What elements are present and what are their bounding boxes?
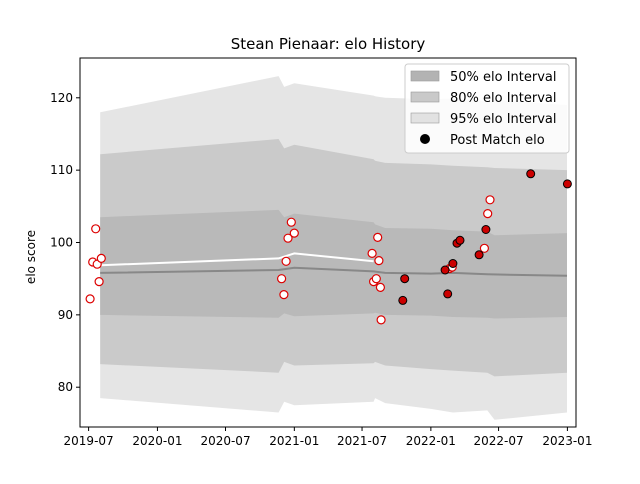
legend-swatch-1	[410, 91, 440, 103]
open-marker-8	[281, 256, 291, 266]
open-marker-4	[94, 277, 104, 287]
open-marker-2	[91, 224, 101, 234]
post-match-marker-6	[455, 235, 465, 245]
y-tick-label-1: 90	[58, 308, 73, 322]
legend-label-3: Post Match elo	[450, 133, 545, 148]
post-match-marker-4	[448, 259, 458, 268]
open-marker-22	[483, 209, 493, 219]
y-tick-label-4: 120	[50, 91, 73, 105]
open-marker-5	[96, 253, 106, 263]
open-marker-12	[367, 248, 377, 258]
legend-label-2: 95% elo Interval	[450, 112, 557, 127]
legend: 50% elo Interval 80% elo Interval 95% elo …	[404, 63, 570, 154]
open-marker-17	[375, 282, 385, 292]
post-match-marker-8	[481, 225, 491, 234]
x-tick-label-7: 2023-01	[542, 434, 592, 448]
y-axis-label: elo score	[24, 230, 38, 284]
post-match-marker-3	[443, 289, 453, 299]
plot-area	[85, 76, 572, 420]
elo-line-1	[88, 252, 374, 267]
x-tick-label-2: 2020-07	[200, 434, 250, 448]
post-match-marker-9	[526, 169, 536, 179]
post-match-marker-2	[440, 265, 450, 275]
post-match-marker-0	[398, 295, 408, 305]
open-marker-15	[373, 232, 383, 242]
x-tick-label-3: 2021-01	[269, 434, 319, 448]
open-marker-9	[283, 233, 293, 243]
open-marker-6	[277, 274, 287, 284]
open-marker-10	[286, 217, 296, 227]
open-marker-11	[289, 228, 299, 238]
open-marker-0	[85, 294, 95, 304]
post-match-marker-7	[474, 250, 484, 260]
post-match-marker-10	[562, 179, 572, 189]
x-tick-label-6: 2022-07	[473, 434, 523, 448]
legend-marker-3	[420, 134, 430, 144]
y-tick-label-2: 100	[50, 236, 73, 250]
x-tick-label-1: 2020-01	[132, 434, 182, 448]
open-marker-21	[479, 243, 489, 253]
open-marker-23	[485, 195, 495, 205]
legend-label-0: 50% elo Interval	[450, 70, 557, 85]
x-tick-label-5: 2022-01	[406, 434, 456, 448]
post-match-marker-1	[400, 274, 410, 284]
open-marker-14	[371, 274, 381, 284]
elo-line-0	[100, 266, 568, 277]
legend-label-1: 80% elo Interval	[450, 91, 557, 106]
legend-swatch-2	[410, 112, 440, 124]
chart-title: Stean Pienaar: elo History	[231, 35, 426, 53]
open-marker-7	[279, 290, 289, 300]
open-marker-18	[376, 315, 386, 325]
legend-box	[404, 63, 570, 154]
legend-swatch-0	[410, 70, 440, 82]
x-tick-label-4: 2021-07	[337, 434, 387, 448]
y-tick-label-3: 110	[50, 163, 73, 177]
axes: 2019-07 2020-01 2020-07 2021-01 2021-07 2022-…	[50, 57, 592, 448]
y-tick-label-0: 80	[58, 380, 73, 394]
x-tick-label-0: 2019-07	[64, 434, 114, 448]
open-marker-16	[374, 256, 384, 266]
